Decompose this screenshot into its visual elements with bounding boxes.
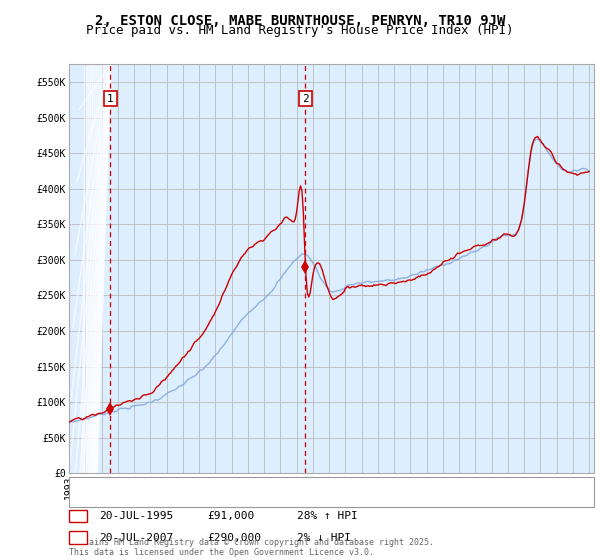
Text: 2: 2	[302, 94, 309, 104]
Text: 2, ESTON CLOSE, MABE BURNTHOUSE, PENRYN, TR10 9JW (detached house): 2, ESTON CLOSE, MABE BURNTHOUSE, PENRYN,…	[98, 480, 510, 490]
Text: 20-JUL-2007: 20-JUL-2007	[99, 533, 173, 543]
Text: 2, ESTON CLOSE, MABE BURNTHOUSE, PENRYN, TR10 9JW: 2, ESTON CLOSE, MABE BURNTHOUSE, PENRYN,…	[95, 14, 505, 28]
Text: £290,000: £290,000	[207, 533, 261, 543]
Text: HPI: Average price, detached house, Cornwall: HPI: Average price, detached house, Corn…	[98, 494, 373, 504]
Text: £91,000: £91,000	[207, 511, 254, 521]
Text: 20-JUL-1995: 20-JUL-1995	[99, 511, 173, 521]
Text: 1: 1	[74, 511, 82, 521]
Text: Contains HM Land Registry data © Crown copyright and database right 2025.
This d: Contains HM Land Registry data © Crown c…	[69, 538, 434, 557]
Text: Price paid vs. HM Land Registry's House Price Index (HPI): Price paid vs. HM Land Registry's House …	[86, 24, 514, 37]
Text: 2% ↓ HPI: 2% ↓ HPI	[297, 533, 351, 543]
Text: 1: 1	[107, 94, 114, 104]
Text: 28% ↑ HPI: 28% ↑ HPI	[297, 511, 358, 521]
Bar	[69, 64, 110, 473]
Text: 2: 2	[74, 533, 82, 543]
